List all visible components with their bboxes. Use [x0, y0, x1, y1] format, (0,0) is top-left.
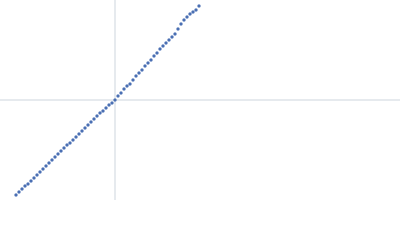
point: [62, 146, 66, 150]
point: [83, 126, 87, 130]
point: [140, 68, 144, 72]
point: [20, 187, 24, 191]
point: [128, 82, 132, 86]
point: [188, 12, 192, 16]
point: [149, 58, 153, 62]
point: [173, 32, 177, 36]
point: [17, 190, 21, 194]
point: [134, 74, 138, 78]
point: [137, 71, 141, 75]
point: [182, 18, 186, 22]
point: [92, 117, 96, 121]
point: [116, 94, 120, 98]
point: [143, 64, 147, 68]
point: [86, 123, 90, 127]
point: [77, 132, 81, 136]
point: [101, 109, 105, 113]
point: [107, 103, 111, 107]
point: [197, 4, 201, 8]
point: [122, 87, 126, 91]
point: [104, 106, 108, 110]
point: [26, 182, 30, 186]
point: [146, 61, 150, 65]
point: [56, 152, 60, 156]
point: [125, 84, 129, 88]
point: [185, 15, 189, 19]
point: [164, 41, 168, 45]
point: [80, 129, 84, 133]
point: [59, 149, 63, 153]
point: [14, 193, 18, 197]
point: [41, 167, 45, 171]
point: [35, 173, 39, 177]
point: [179, 22, 183, 26]
point: [89, 120, 93, 124]
point: [74, 135, 78, 139]
point: [152, 54, 156, 58]
point: [119, 91, 123, 95]
point: [161, 44, 165, 48]
point: [155, 51, 159, 55]
point: [98, 111, 102, 115]
point: [71, 138, 75, 142]
point: [194, 8, 198, 12]
point: [65, 143, 69, 147]
point: [68, 141, 72, 145]
point: [53, 155, 57, 159]
point: [113, 98, 117, 102]
point: [191, 10, 195, 14]
point: [47, 161, 51, 165]
point: [44, 164, 48, 168]
point: [176, 27, 180, 31]
point: [32, 176, 36, 180]
point: [50, 158, 54, 162]
chart: [0, 0, 400, 200]
point: [23, 184, 27, 188]
point: [110, 101, 114, 105]
point: [131, 78, 135, 82]
point: [170, 35, 174, 39]
point: [167, 38, 171, 42]
point: [29, 179, 33, 183]
point: [158, 47, 162, 51]
page: (() => { const data = JSON.parse(documen…: [0, 0, 400, 200]
point: [38, 170, 42, 174]
point: [95, 114, 99, 118]
